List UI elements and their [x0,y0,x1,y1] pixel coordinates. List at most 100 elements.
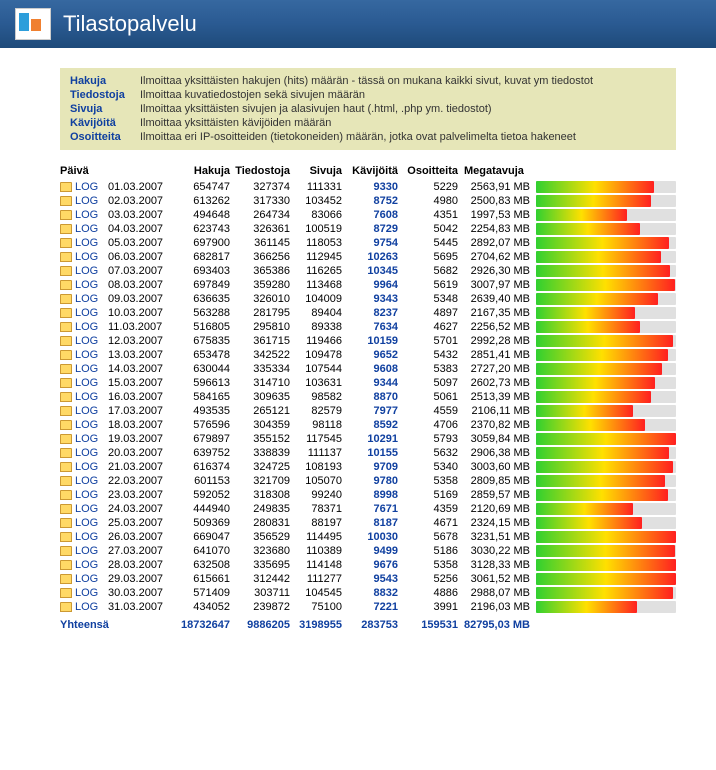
usage-bar [536,265,670,277]
cell-pages: 117545 [290,433,342,445]
cell-date: 01.03.2007 [108,181,178,193]
table-row: LOG02.03.2007613262317330103452875249802… [60,194,676,208]
log-link[interactable]: LOG [75,601,98,613]
log-link[interactable]: LOG [75,321,98,333]
cell-hosts: 5358 [398,559,458,571]
table-row: LOG03.03.2007494648264734830667608435119… [60,208,676,222]
cell-date: 09.03.2007 [108,293,178,305]
legend-term: Osoitteita [70,131,140,143]
cell-hits: 592052 [178,489,230,501]
cell-date: 31.03.2007 [108,601,178,613]
log-link[interactable]: LOG [75,475,98,487]
legend-row: HakujaIlmoittaa yksittäisten hakujen (hi… [70,74,666,88]
cell-mb: 2120,69 MB [458,503,536,515]
cell-pages: 109478 [290,349,342,361]
folder-icon [60,280,72,290]
cell-mb: 2851,41 MB [458,349,536,361]
cell-hosts: 4706 [398,419,458,431]
cell-hosts: 5701 [398,335,458,347]
log-link[interactable]: LOG [75,559,98,571]
log-link[interactable]: LOG [75,293,98,305]
cell-bar [536,447,676,459]
log-link[interactable]: LOG [75,587,98,599]
log-link[interactable]: LOG [75,307,98,319]
cell-visitors: 9330 [342,181,398,193]
log-link[interactable]: LOG [75,545,98,557]
log-link[interactable]: LOG [75,503,98,515]
cell-bar [536,181,676,193]
cell-pages: 78371 [290,503,342,515]
total-pages: 3198955 [290,619,342,631]
log-link[interactable]: LOG [75,377,98,389]
cell-hosts: 5186 [398,545,458,557]
table-row: LOG08.03.2007697849359280113468996456193… [60,278,676,292]
cell-hits: 576596 [178,419,230,431]
log-link[interactable]: LOG [75,363,98,375]
cell-pages: 89404 [290,307,342,319]
cell-hits: 639752 [178,447,230,459]
cell-files: 326010 [230,293,290,305]
cell-pages: 98118 [290,419,342,431]
cell-visitors: 7634 [342,321,398,333]
cell-mb: 2256,52 MB [458,321,536,333]
log-link[interactable]: LOG [75,531,98,543]
log-link[interactable]: LOG [75,461,98,473]
log-link[interactable]: LOG [75,251,98,263]
cell-pages: 114148 [290,559,342,571]
log-link[interactable]: LOG [75,419,98,431]
log-link[interactable]: LOG [75,349,98,361]
log-link[interactable]: LOG [75,447,98,459]
log-link[interactable]: LOG [75,181,98,193]
cell-visitors: 10263 [342,251,398,263]
cell-mb: 2906,38 MB [458,447,536,459]
folder-icon [60,588,72,598]
cell-pages: 82579 [290,405,342,417]
col-visitors-label: Kävijöitä [342,165,398,177]
log-link[interactable]: LOG [75,237,98,249]
cell-mb: 2513,39 MB [458,391,536,403]
log-link[interactable]: LOG [75,265,98,277]
folder-icon [60,504,72,514]
log-link[interactable]: LOG [75,405,98,417]
usage-bar [536,237,669,249]
cell-visitors: 9652 [342,349,398,361]
cell-mb: 2196,03 MB [458,601,536,613]
usage-bar [536,573,676,585]
cell-pages: 118053 [290,237,342,249]
cell-files: 249835 [230,503,290,515]
cell-visitors: 10291 [342,433,398,445]
log-link[interactable]: LOG [75,433,98,445]
log-link[interactable]: LOG [75,517,98,529]
cell-mb: 2324,15 MB [458,517,536,529]
log-link[interactable]: LOG [75,335,98,347]
cell-hits: 444940 [178,503,230,515]
cell-hits: 509369 [178,517,230,529]
folder-icon [60,364,72,374]
log-link[interactable]: LOG [75,195,98,207]
folder-icon [60,378,72,388]
log-link[interactable]: LOG [75,573,98,585]
total-label: Yhteensä [60,619,108,631]
cell-bar [536,391,676,403]
cell-hits: 632508 [178,559,230,571]
log-link[interactable]: LOG [75,489,98,501]
cell-visitors: 8832 [342,587,398,599]
cell-files: 361145 [230,237,290,249]
folder-icon [60,532,72,542]
usage-bar [536,335,673,347]
cell-bar [536,363,676,375]
cell-visitors: 9344 [342,377,398,389]
cell-pages: 75100 [290,601,342,613]
log-link[interactable]: LOG [75,209,98,221]
usage-bar [536,195,651,207]
table-header: Päivä Hakuja Tiedostoja Sivuja Kävijöitä… [60,164,676,178]
cell-hosts: 5383 [398,363,458,375]
cell-hits: 641070 [178,545,230,557]
table-row: LOG12.03.2007675835361715119466101595701… [60,334,676,348]
cell-hosts: 4897 [398,307,458,319]
log-link[interactable]: LOG [75,279,98,291]
log-link[interactable]: LOG [75,223,98,235]
log-link[interactable]: LOG [75,391,98,403]
cell-hits: 682817 [178,251,230,263]
cell-date: 26.03.2007 [108,531,178,543]
